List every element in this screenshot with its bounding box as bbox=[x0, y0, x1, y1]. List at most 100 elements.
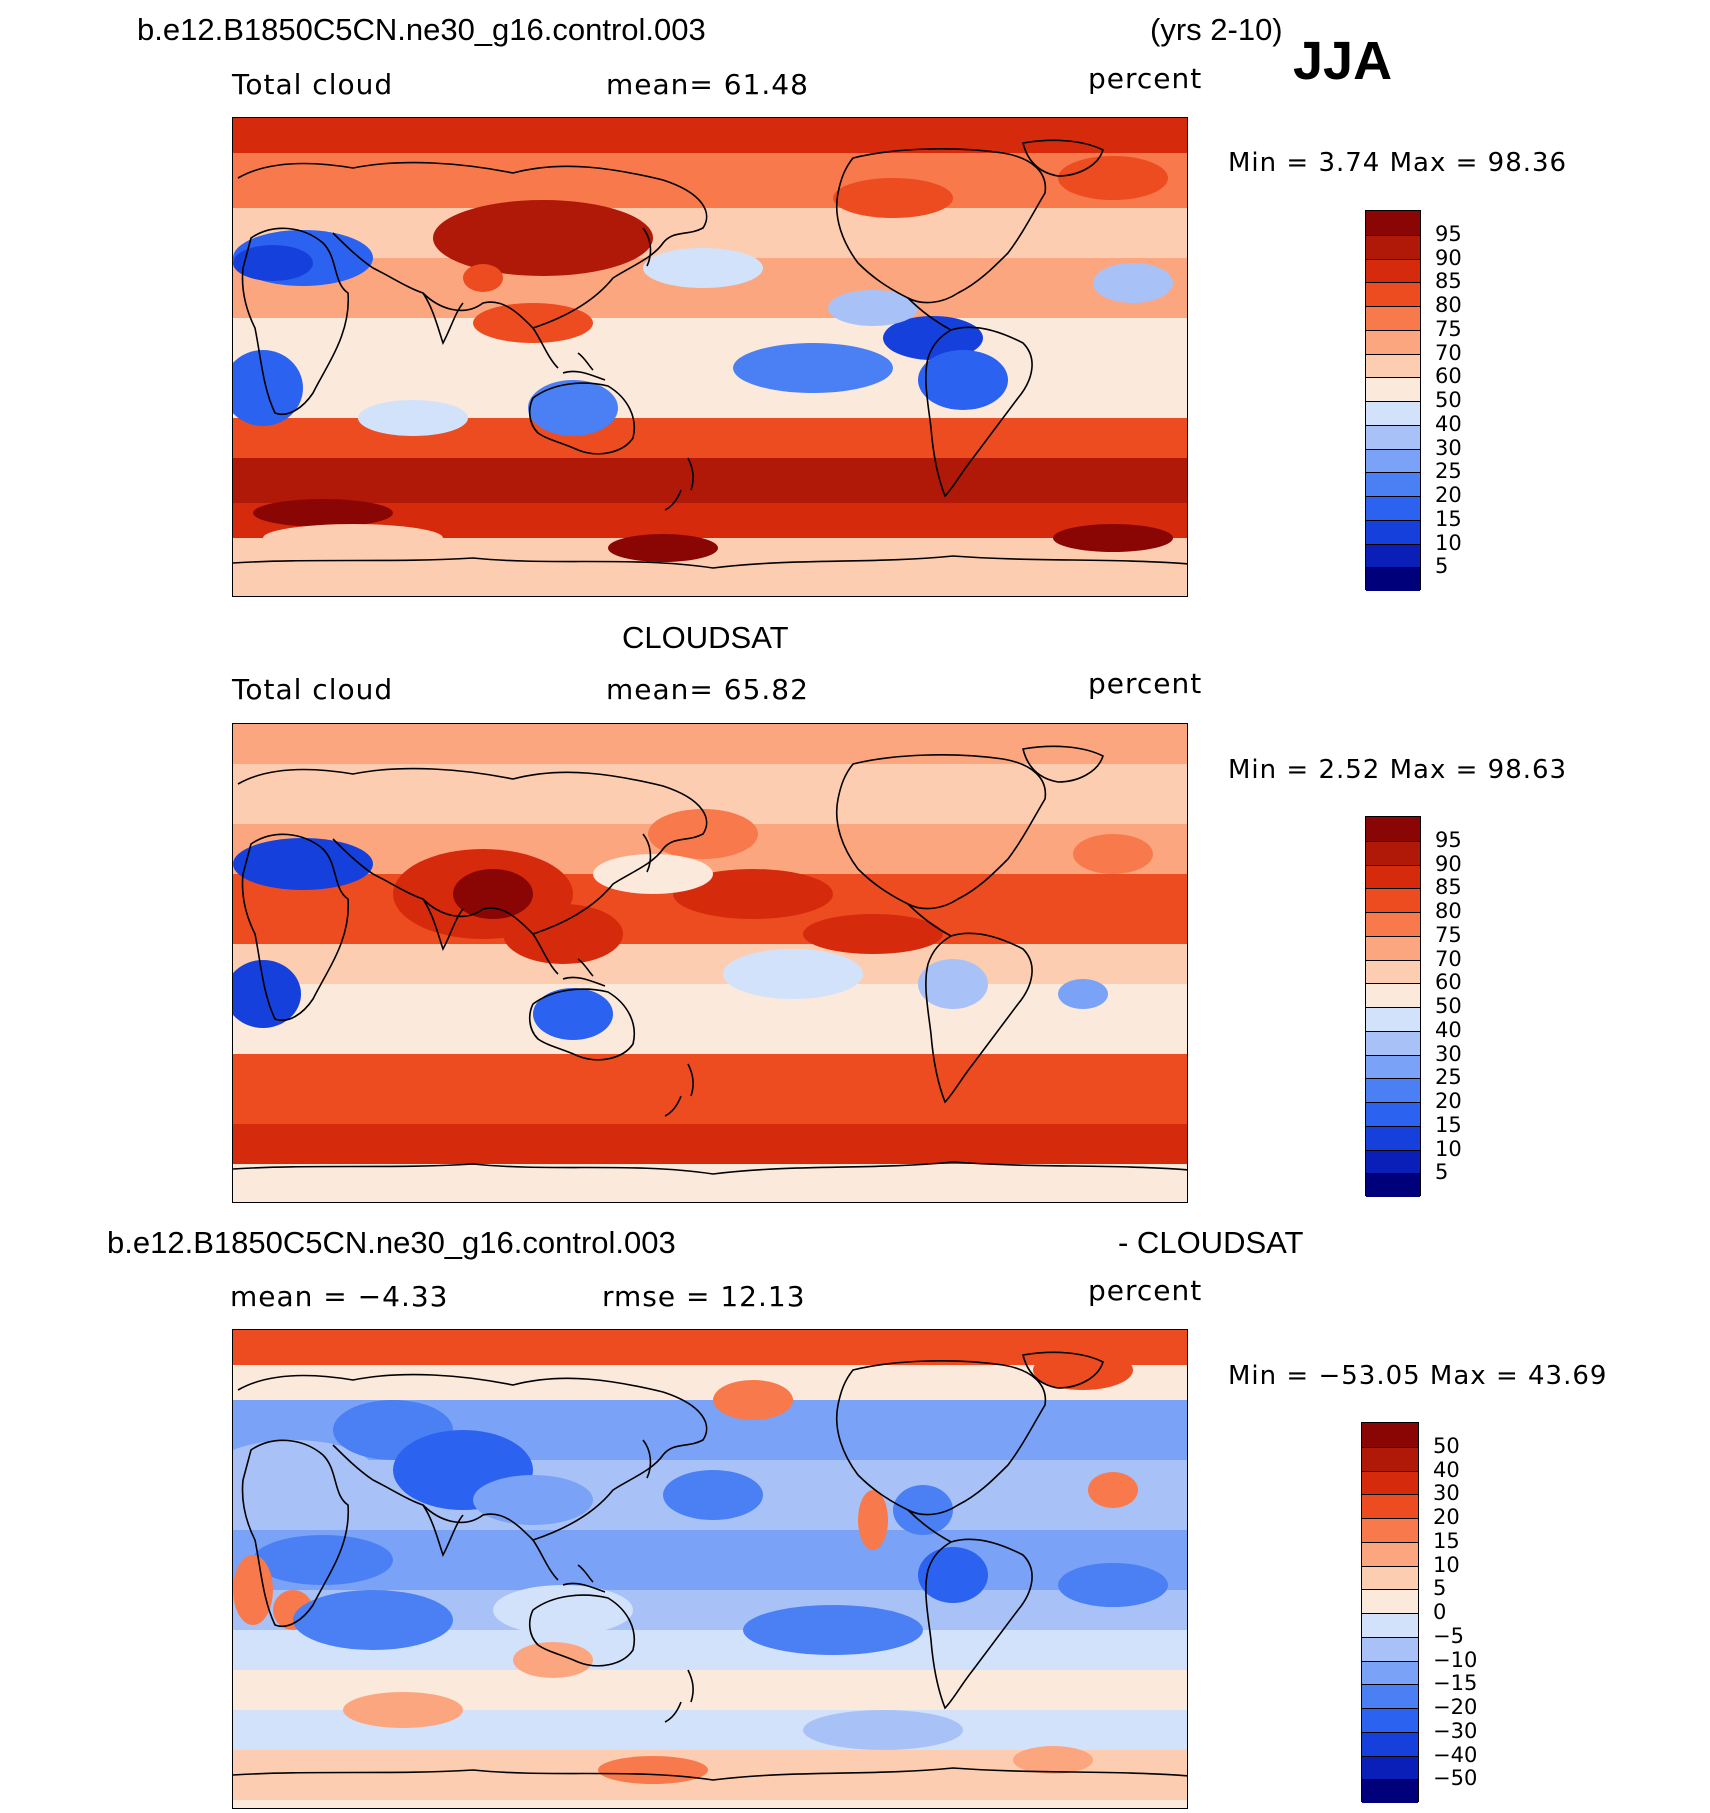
colorbar-swatch bbox=[1366, 543, 1420, 568]
colorbar-tick-label: 60 bbox=[1435, 970, 1462, 995]
colorbar-tick-label: −40 bbox=[1433, 1742, 1478, 1767]
colorbar-tick-label: 30 bbox=[1435, 435, 1462, 460]
colorbar-swatch bbox=[1362, 1731, 1418, 1756]
colorbar-swatch bbox=[1362, 1660, 1418, 1685]
colorbar-swatch bbox=[1366, 1102, 1420, 1126]
colorbar-tick-label: 95 bbox=[1435, 827, 1462, 852]
colorbar-tick-label: 80 bbox=[1435, 899, 1462, 923]
colorbar-swatch bbox=[1366, 472, 1420, 496]
colorbar-swatch bbox=[1366, 817, 1420, 841]
colorbar-tick-label: 40 bbox=[1433, 1457, 1460, 1482]
colorbar-swatch bbox=[1362, 1565, 1418, 1590]
colorbar-swatch bbox=[1366, 401, 1420, 425]
colorbar-tick-label: 30 bbox=[1433, 1481, 1460, 1506]
colorbar-tick-label: −5 bbox=[1433, 1623, 1464, 1648]
colorbar-swatch bbox=[1366, 912, 1420, 936]
colorbar-swatch bbox=[1362, 1613, 1418, 1637]
colorbar-swatch bbox=[1362, 1755, 1418, 1780]
panel2-title: CLOUDSAT bbox=[622, 620, 789, 655]
panel3-colorbar: 50 40 30 20 15 10 5 0 −5 −10 −15 −20 −30 −40 −50 bbox=[1361, 1422, 1491, 1803]
colorbar-tick-label: −20 bbox=[1433, 1695, 1478, 1719]
colorbar-swatch bbox=[1366, 1007, 1420, 1031]
colorbar-tick-label: 0 bbox=[1433, 1600, 1447, 1624]
panel1-map bbox=[232, 117, 1188, 597]
colorbar-swatch bbox=[1366, 211, 1420, 235]
panel2-map bbox=[232, 723, 1188, 1203]
colorbar-swatch bbox=[1366, 329, 1420, 354]
colorbar-swatch bbox=[1362, 1589, 1418, 1613]
colorbar-box bbox=[1361, 1422, 1419, 1803]
panel2-units-label: percent bbox=[1088, 667, 1203, 700]
colorbar-tick-label: 5 bbox=[1433, 1576, 1447, 1601]
colorbar-tick-label: 5 bbox=[1435, 1160, 1449, 1185]
colorbar-swatch bbox=[1366, 353, 1420, 378]
panel3-title-case: b.e12.B1850C5CN.ne30_g16.control.003 bbox=[107, 1225, 676, 1260]
panel3-units-label: percent bbox=[1088, 1274, 1203, 1307]
colorbar-swatch bbox=[1366, 496, 1420, 520]
colorbar-box bbox=[1365, 210, 1421, 591]
panel1-units-label: percent bbox=[1088, 62, 1203, 95]
colorbar-tick-label: −50 bbox=[1433, 1766, 1478, 1791]
colorbar-tick-label: −10 bbox=[1433, 1647, 1478, 1672]
colorbar-tick-label: 10 bbox=[1435, 1136, 1462, 1161]
colorbar-swatch bbox=[1366, 306, 1420, 330]
colorbar-swatch bbox=[1366, 258, 1420, 283]
colorbar-tick-label: 90 bbox=[1435, 851, 1462, 876]
colorbar-tick-label: 75 bbox=[1435, 316, 1462, 341]
colorbar-swatch bbox=[1362, 1684, 1418, 1708]
colorbar-swatch bbox=[1362, 1470, 1418, 1495]
panel1-minmax: Min = 3.74 Max = 98.36 bbox=[1228, 148, 1568, 178]
panel1-variable-label: Total cloud bbox=[232, 68, 394, 101]
colorbar-tick-label: 5 bbox=[1435, 554, 1449, 579]
colorbar-swatch bbox=[1366, 888, 1420, 912]
colorbar-tick-label: 85 bbox=[1435, 875, 1462, 900]
panel3-rmse-label: rmse = 12.13 bbox=[602, 1280, 806, 1313]
panel1-mean-label: mean= 61.48 bbox=[606, 68, 809, 101]
colorbar-tick-label: 50 bbox=[1435, 388, 1462, 412]
colorbar-tick-label: 95 bbox=[1435, 221, 1462, 246]
colorbar-swatch bbox=[1366, 1125, 1420, 1150]
colorbar-swatch bbox=[1366, 519, 1420, 544]
panel2-colorbar: 95 90 85 80 75 70 60 50 40 30 25 20 15 10 5 bbox=[1365, 816, 1485, 1197]
panel3-title-minus-obs: - CLOUDSAT bbox=[1118, 1225, 1304, 1260]
colorbar-swatch bbox=[1366, 1054, 1420, 1079]
colorbar-tick-label: 20 bbox=[1433, 1505, 1460, 1529]
colorbar-tick-label: 25 bbox=[1435, 459, 1462, 484]
colorbar-swatch bbox=[1362, 1518, 1418, 1542]
colorbar-swatch bbox=[1366, 935, 1420, 960]
years-label: (yrs 2-10) bbox=[1150, 12, 1283, 47]
colorbar-box bbox=[1365, 816, 1421, 1197]
colorbar-swatch bbox=[1362, 1541, 1418, 1566]
colorbar-tick-label: 15 bbox=[1435, 506, 1462, 531]
colorbar-swatch bbox=[1366, 424, 1420, 449]
colorbar-swatch bbox=[1366, 567, 1420, 591]
colorbar-tick-label: 50 bbox=[1435, 994, 1462, 1018]
panel1-colorbar: 95 90 85 80 75 70 60 50 40 30 25 20 15 10 5 bbox=[1365, 210, 1485, 591]
colorbar-tick-label: 75 bbox=[1435, 922, 1462, 947]
colorbar-swatch bbox=[1366, 1149, 1420, 1174]
colorbar-tick-label: 40 bbox=[1435, 411, 1462, 436]
season-label: JJA bbox=[1293, 31, 1393, 91]
colorbar-tick-label: 30 bbox=[1435, 1041, 1462, 1066]
colorbar-tick-label: 90 bbox=[1435, 245, 1462, 270]
colorbar-tick-label: −15 bbox=[1433, 1671, 1478, 1696]
colorbar-tick-label: −30 bbox=[1433, 1718, 1478, 1743]
colorbar-tick-label: 10 bbox=[1435, 530, 1462, 555]
colorbar-tick-label: 70 bbox=[1435, 946, 1462, 971]
colorbar-swatch bbox=[1362, 1446, 1418, 1471]
colorbar-swatch bbox=[1366, 282, 1420, 306]
colorbar-swatch bbox=[1362, 1423, 1418, 1447]
colorbar-tick-label: 80 bbox=[1435, 293, 1462, 317]
colorbar-tick-label: 15 bbox=[1433, 1528, 1460, 1553]
panel3-mean-label: mean = −4.33 bbox=[230, 1280, 449, 1313]
panel2-minmax: Min = 2.52 Max = 98.63 bbox=[1228, 755, 1568, 785]
colorbar-tick-label: 10 bbox=[1433, 1552, 1460, 1577]
colorbar-swatch bbox=[1366, 840, 1420, 865]
colorbar-swatch bbox=[1366, 377, 1420, 401]
colorbar-tick-label: 40 bbox=[1435, 1017, 1462, 1042]
panel2-mean-label: mean= 65.82 bbox=[606, 673, 809, 706]
case-title-top: b.e12.B1850C5CN.ne30_g16.control.003 bbox=[137, 12, 706, 47]
colorbar-tick-label: 20 bbox=[1435, 483, 1462, 507]
colorbar-swatch bbox=[1362, 1708, 1418, 1732]
colorbar-tick-label: 15 bbox=[1435, 1112, 1462, 1137]
